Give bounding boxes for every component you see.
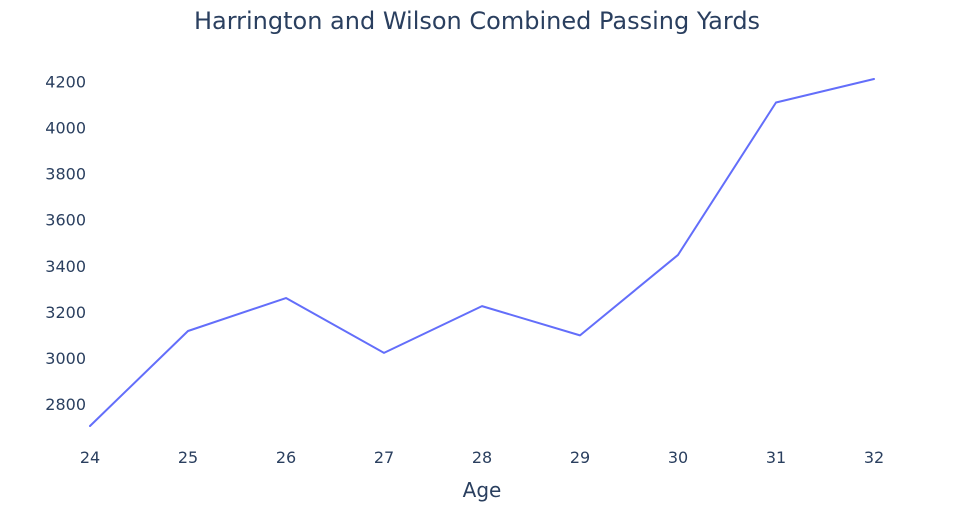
y-tick-label: 2800 [45, 395, 86, 414]
x-tick-label: 24 [80, 448, 100, 467]
y-axis-ticks: 2800 3000 3200 3400 3600 3800 4000 4200 [45, 72, 86, 414]
series-line [89, 78, 875, 427]
x-tick-label: 29 [570, 448, 590, 467]
y-tick-label: 4000 [45, 118, 86, 137]
data-point[interactable] [871, 76, 877, 82]
x-axis-ticks: 24 25 26 27 28 29 30 31 32 [80, 448, 884, 467]
y-tick-label: 4200 [45, 72, 86, 91]
data-point[interactable] [675, 252, 681, 258]
x-tick-label: 26 [276, 448, 296, 467]
data-point[interactable] [577, 332, 583, 338]
x-tick-label: 25 [178, 448, 198, 467]
data-point[interactable] [185, 328, 191, 334]
data-point[interactable] [479, 303, 485, 309]
y-tick-label: 3600 [45, 211, 86, 230]
x-tick-label: 28 [472, 448, 492, 467]
plot-area [87, 76, 877, 429]
data-point[interactable] [773, 100, 779, 106]
x-axis-label: Age [463, 478, 502, 502]
y-tick-label: 3800 [45, 165, 86, 184]
data-point[interactable] [87, 423, 93, 429]
x-tick-label: 32 [864, 448, 884, 467]
y-tick-label: 3000 [45, 349, 86, 368]
data-point[interactable] [283, 295, 289, 301]
x-tick-label: 31 [766, 448, 786, 467]
x-tick-label: 27 [374, 448, 394, 467]
data-point[interactable] [381, 350, 387, 356]
y-tick-label: 3200 [45, 303, 86, 322]
chart-title: Harrington and Wilson Combined Passing Y… [194, 7, 760, 35]
x-tick-label: 30 [668, 448, 688, 467]
y-tick-label: 3400 [45, 257, 86, 276]
